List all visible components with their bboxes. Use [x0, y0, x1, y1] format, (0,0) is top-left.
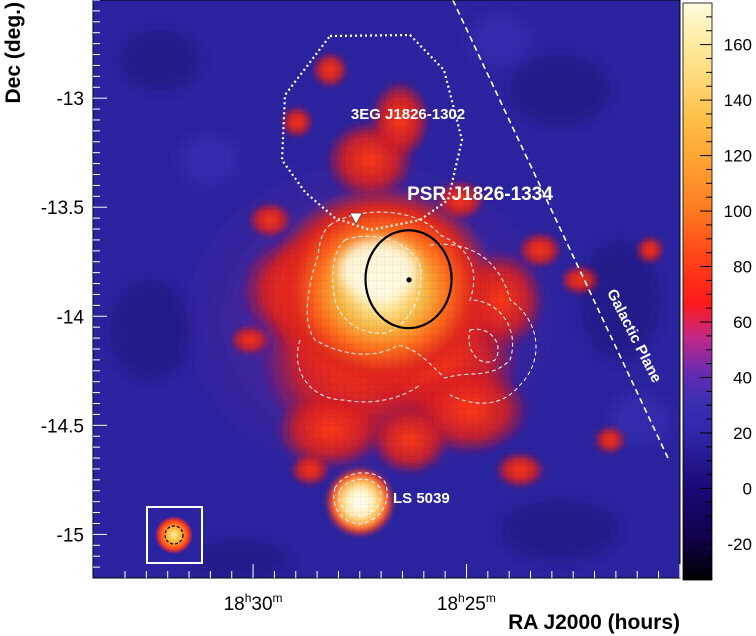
x-tick-labels: 18h30m 18h25m: [224, 591, 496, 615]
x-axis-label: RA J2000 (hours): [508, 611, 680, 634]
y-tick-labels: -13 -13.5 -14 -14.5 -15: [41, 89, 85, 546]
y-axis-label: Dec (deg.): [2, 2, 25, 104]
pulsar-label: PSR J1826-1334: [407, 184, 553, 205]
plot-frame: [92, 0, 681, 579]
y-tick-label: -14: [57, 307, 85, 328]
y-tick-label: -13: [57, 89, 84, 110]
colorbar-ticks: -20 0 20 40 60 80 100 120 140 160: [700, 16, 752, 573]
colorbar-tick-label: 120: [724, 147, 752, 166]
y-tick-label: -13.5: [41, 198, 84, 219]
significance-heatmap: [93, 0, 680, 578]
colorbar-tick-label: 20: [733, 424, 752, 443]
colorbar-tick-label: 160: [724, 36, 752, 55]
colorbar-tick-label: -20: [727, 535, 752, 554]
colorbar-tick-label: 40: [733, 368, 752, 387]
ls5039-label: LS 5039: [393, 490, 450, 507]
fit-extent-ellipse: [364, 229, 453, 330]
pulsar-position-marker: [406, 277, 412, 283]
x-tick-label: 18h25m: [437, 591, 496, 615]
colorbar-tick-label: 0: [743, 479, 752, 498]
y-tick-label: -15: [57, 525, 84, 546]
x-tick-label: 18h30m: [224, 591, 283, 615]
galactic-plane-line: [452, 0, 669, 459]
colorbar-tick-label: 60: [733, 313, 752, 332]
colorbar-tick-label: 140: [724, 91, 752, 110]
axis-ticks: [93, 0, 681, 578]
psf-inset: [146, 506, 203, 564]
colorbar-tick-label: 100: [724, 202, 752, 221]
y-tick-label: -14.5: [41, 416, 84, 437]
egret-source-label: 3EG J1826-1302: [351, 106, 465, 123]
colorbar: [682, 2, 713, 581]
triangle-marker: [349, 212, 363, 225]
colorbar-tick-label: 80: [733, 258, 752, 277]
egret-source-contour: [280, 33, 464, 232]
